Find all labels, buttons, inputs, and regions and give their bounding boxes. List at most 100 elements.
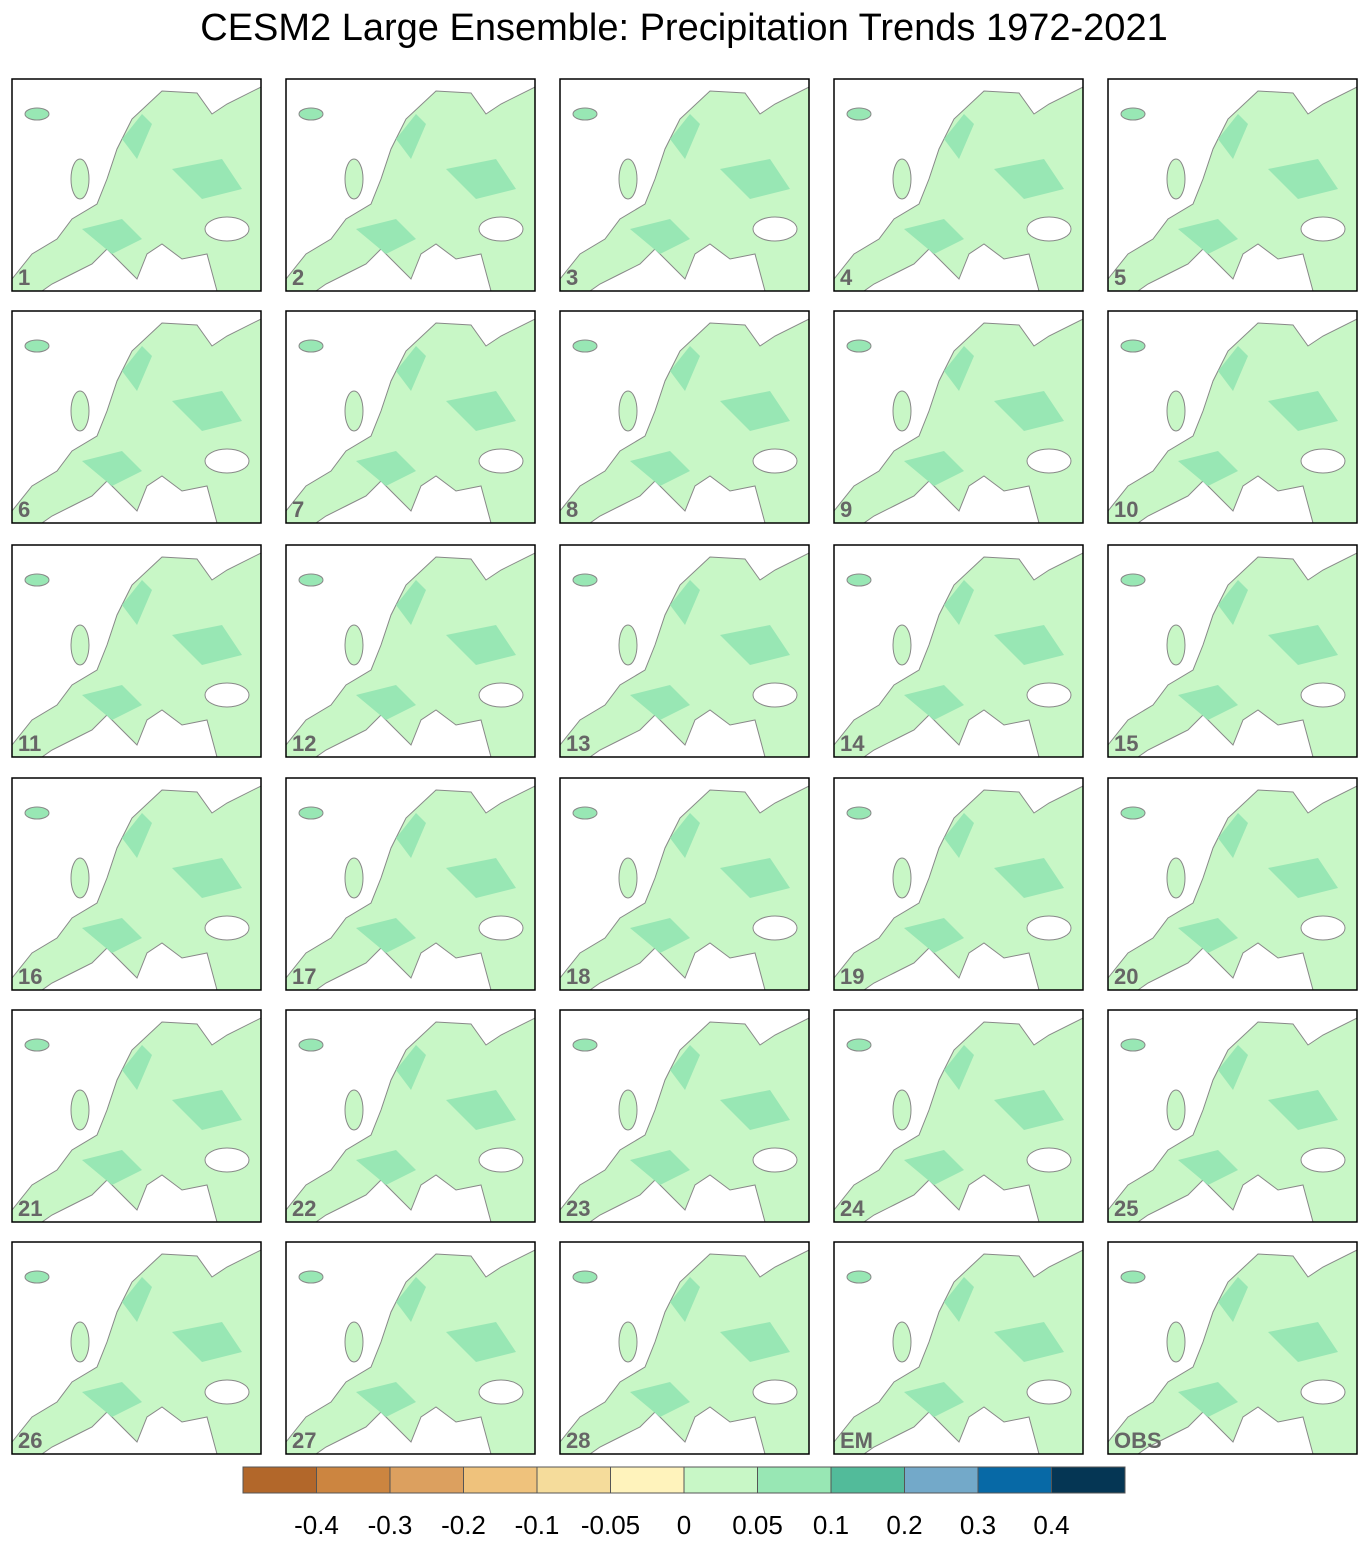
british-isles [892, 624, 912, 666]
panel-label: 20 [1114, 964, 1138, 989]
land-patch [396, 114, 426, 159]
land-patch [1268, 391, 1338, 431]
map-panel: 7 [285, 310, 536, 524]
sea [752, 448, 798, 474]
sea [478, 448, 524, 474]
map-panel: EM [833, 1241, 1084, 1455]
sea [752, 915, 798, 941]
sea [1300, 1147, 1346, 1173]
land-patch [720, 391, 790, 431]
panel-border [11, 1241, 262, 1455]
land-patch [356, 1150, 416, 1185]
land-patch [1268, 1090, 1338, 1130]
map-panel: 24 [833, 1009, 1084, 1223]
land-patch [1268, 1322, 1338, 1362]
color-box [242, 1466, 317, 1494]
land-patch [720, 1322, 790, 1362]
map-panel: 25 [1107, 1009, 1358, 1223]
map-panel: 4 [833, 78, 1084, 292]
iceland [24, 806, 50, 820]
british-isles [1166, 857, 1186, 899]
land-patch [994, 858, 1064, 898]
panel-label: 1 [18, 265, 30, 290]
sea [204, 682, 250, 708]
iceland [1120, 806, 1146, 820]
land-patch [630, 685, 690, 720]
iceland [572, 573, 598, 587]
british-isles [70, 624, 90, 666]
map-panel: 27 [285, 1241, 536, 1455]
map-panel: 12 [285, 544, 536, 758]
sea [1300, 216, 1346, 242]
british-isles [618, 158, 638, 200]
color-box [683, 1466, 758, 1494]
panel-label: 19 [840, 964, 864, 989]
panel-label: 3 [566, 265, 578, 290]
color-box [610, 1466, 685, 1494]
land-patch [1218, 580, 1248, 625]
panel-border [11, 544, 262, 758]
british-isles [1166, 1089, 1186, 1131]
land-patch [994, 391, 1064, 431]
land-patch [82, 219, 142, 254]
british-isles [892, 158, 912, 200]
land-patch [1268, 858, 1338, 898]
land-patch [944, 580, 974, 625]
sea [204, 1147, 250, 1173]
land-patch [904, 918, 964, 953]
land-patch [1178, 219, 1238, 254]
land-patch [82, 1382, 142, 1417]
land-patch [1218, 114, 1248, 159]
panel-label: 24 [840, 1196, 865, 1221]
panel-label: 9 [840, 497, 852, 522]
panel-label: 13 [566, 731, 590, 756]
panel-border [285, 78, 536, 292]
iceland [1120, 1270, 1146, 1284]
map-panel: 17 [285, 777, 536, 991]
sea [1026, 1147, 1072, 1173]
sea [1026, 1379, 1072, 1405]
land-patch [720, 159, 790, 199]
panel-border [1107, 1241, 1358, 1455]
panel-label: 21 [18, 1196, 42, 1221]
panel-border [11, 78, 262, 292]
panel-border [559, 1241, 810, 1455]
iceland [24, 1038, 50, 1052]
land-patch [630, 1382, 690, 1417]
map-panel: 18 [559, 777, 810, 991]
land-patch [356, 219, 416, 254]
land-patch [356, 1382, 416, 1417]
land-patch [172, 1322, 242, 1362]
map-panel: 22 [285, 1009, 536, 1223]
color-box [904, 1466, 979, 1494]
sea [1300, 682, 1346, 708]
land-patch [994, 1322, 1064, 1362]
land-patch [670, 114, 700, 159]
colorbar-tick-label: 0.05 [732, 1510, 783, 1540]
iceland [1120, 107, 1146, 121]
land-patch [122, 1045, 152, 1090]
land-patch [670, 580, 700, 625]
british-isles [70, 158, 90, 200]
map-panel: OBS [1107, 1241, 1358, 1455]
land-patch [396, 580, 426, 625]
panel-border [833, 1241, 1084, 1455]
land-patch [396, 813, 426, 858]
panel-border [559, 310, 810, 524]
land-patch [994, 625, 1064, 665]
panel-label: 17 [292, 964, 316, 989]
sea [1026, 216, 1072, 242]
panel-label: 11 [18, 731, 41, 756]
british-isles [1166, 624, 1186, 666]
land-patch [904, 685, 964, 720]
land-patch [356, 918, 416, 953]
sea [204, 216, 250, 242]
panel-border [1107, 310, 1358, 524]
panel-border [285, 310, 536, 524]
iceland [572, 107, 598, 121]
land-patch [994, 1090, 1064, 1130]
colorbar-tick-label: 0.4 [1033, 1510, 1069, 1540]
map-panel: 23 [559, 1009, 810, 1223]
panel-label: 16 [18, 964, 42, 989]
land-patch [1268, 625, 1338, 665]
